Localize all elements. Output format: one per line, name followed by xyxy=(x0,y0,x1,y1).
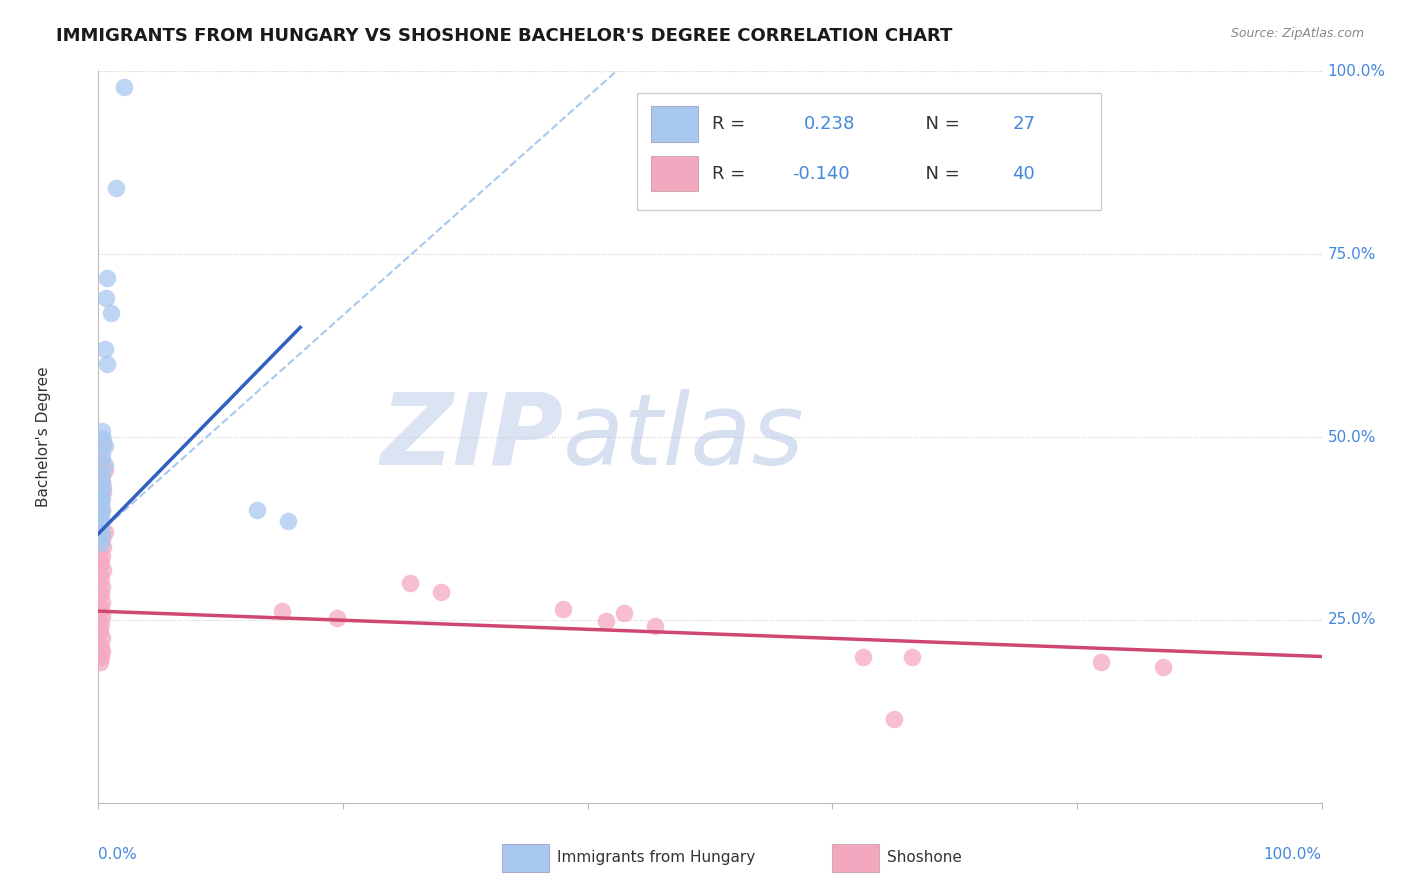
Point xyxy=(93,458,115,472)
Point xyxy=(91,533,114,547)
Point xyxy=(90,556,112,570)
Text: R =: R = xyxy=(713,115,758,133)
Point xyxy=(399,576,422,591)
Point xyxy=(277,514,299,528)
Point xyxy=(852,649,875,664)
Point xyxy=(96,270,118,285)
Point xyxy=(90,602,112,616)
Point xyxy=(613,606,636,620)
Point xyxy=(90,492,112,507)
Text: 0.238: 0.238 xyxy=(804,115,856,133)
Point xyxy=(91,540,114,554)
Bar xyxy=(832,844,879,871)
Bar xyxy=(502,844,548,871)
Text: 100.0%: 100.0% xyxy=(1264,847,1322,862)
Point xyxy=(91,474,114,488)
Point xyxy=(91,503,114,517)
Point xyxy=(91,453,114,467)
Point xyxy=(96,357,118,371)
Text: 25.0%: 25.0% xyxy=(1327,613,1376,627)
Point xyxy=(91,485,114,500)
Point xyxy=(91,643,114,657)
Point xyxy=(91,437,114,451)
Point xyxy=(89,531,111,545)
Text: Shoshone: Shoshone xyxy=(887,850,962,865)
Point xyxy=(430,585,453,599)
Text: -0.140: -0.140 xyxy=(792,165,849,183)
Point xyxy=(90,487,112,501)
Text: ZIP: ZIP xyxy=(380,389,564,485)
Bar xyxy=(651,106,697,142)
Text: 100.0%: 100.0% xyxy=(1327,64,1386,78)
Point xyxy=(91,526,114,541)
Bar xyxy=(651,156,697,191)
Point xyxy=(91,549,114,563)
Point xyxy=(883,712,905,726)
Point xyxy=(90,514,112,528)
Text: 40: 40 xyxy=(1012,165,1035,183)
Text: Bachelor's Degree: Bachelor's Degree xyxy=(37,367,51,508)
Point xyxy=(89,514,111,528)
Text: 27: 27 xyxy=(1012,115,1035,133)
Point xyxy=(112,80,135,95)
Point xyxy=(91,580,114,594)
Point xyxy=(93,525,115,540)
Point xyxy=(104,181,127,195)
Text: N =: N = xyxy=(914,115,966,133)
Point xyxy=(901,649,924,664)
Point xyxy=(91,594,114,608)
Text: atlas: atlas xyxy=(564,389,804,485)
Point xyxy=(93,439,115,453)
Point xyxy=(90,509,112,524)
Text: N =: N = xyxy=(914,165,966,183)
Point xyxy=(91,424,114,438)
Point xyxy=(91,632,114,646)
Point xyxy=(326,611,349,625)
Point xyxy=(90,587,112,601)
Point xyxy=(1152,660,1174,674)
Point xyxy=(91,468,114,483)
Point xyxy=(553,602,575,616)
Point xyxy=(595,615,617,629)
Point xyxy=(90,474,112,488)
Point xyxy=(91,492,114,507)
Point xyxy=(89,624,111,638)
Text: 0.0%: 0.0% xyxy=(98,847,138,862)
Point xyxy=(90,616,112,631)
Point xyxy=(91,480,114,494)
Point xyxy=(93,463,115,477)
Point xyxy=(90,570,112,584)
Point xyxy=(91,503,114,517)
Text: R =: R = xyxy=(713,165,751,183)
Point xyxy=(90,649,112,664)
Point xyxy=(90,639,112,653)
Text: 75.0%: 75.0% xyxy=(1327,247,1376,261)
Point xyxy=(270,604,294,618)
Point xyxy=(89,656,111,670)
Point xyxy=(644,619,666,633)
Point xyxy=(90,519,112,533)
Text: Source: ZipAtlas.com: Source: ZipAtlas.com xyxy=(1230,27,1364,40)
FancyBboxPatch shape xyxy=(637,94,1101,211)
Point xyxy=(91,449,114,463)
Point xyxy=(1090,656,1112,670)
Point xyxy=(90,497,112,511)
Point xyxy=(91,609,114,624)
Text: IMMIGRANTS FROM HUNGARY VS SHOSHONE BACHELOR'S DEGREE CORRELATION CHART: IMMIGRANTS FROM HUNGARY VS SHOSHONE BACH… xyxy=(56,27,953,45)
Point xyxy=(246,503,269,517)
Point xyxy=(100,306,122,320)
Text: Immigrants from Hungary: Immigrants from Hungary xyxy=(557,850,755,865)
Point xyxy=(91,563,114,577)
Text: 50.0%: 50.0% xyxy=(1327,430,1376,444)
Point xyxy=(94,291,117,305)
Point xyxy=(93,343,115,357)
Point xyxy=(90,536,112,550)
Point xyxy=(91,432,114,446)
